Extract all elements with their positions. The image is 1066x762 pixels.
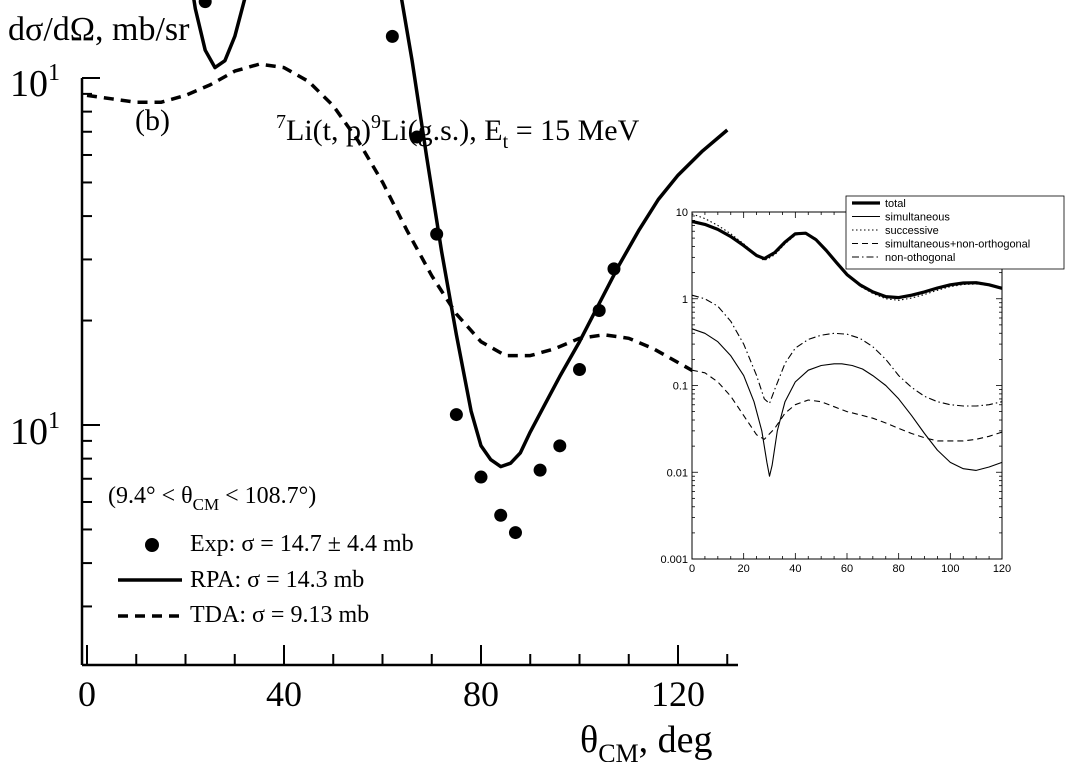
- exp-data-point: [573, 362, 586, 376]
- legend-exp-marker: [145, 538, 159, 552]
- panel-label: (b): [135, 104, 170, 137]
- inset-legend-label: successive: [885, 225, 939, 237]
- rpa-curve: [192, 0, 729, 469]
- inset-y-tick-label: 1: [682, 294, 688, 306]
- inset-x-tick-label: 20: [738, 563, 750, 575]
- exp-data-point: [533, 463, 547, 477]
- chart-title: 7Li(t, p)9Li(g.s.), Et = 15 MeV: [276, 111, 640, 153]
- y-tick-label-top: 101: [10, 60, 60, 105]
- inset-total-curve: [691, 219, 1003, 300]
- main-legend: (9.4° < θCM < 108.7°) Exp: σ = 14.7 ± 4.…: [108, 483, 414, 628]
- inset-x-tick-label: 60: [841, 563, 853, 575]
- exp-data-point: [508, 526, 522, 540]
- legend-range-text: (9.4° < θCM < 108.7°): [108, 483, 316, 514]
- inset-y-tick-labels: 0.001 0.01 0.1 1 10: [660, 207, 688, 566]
- inset-legend-box: [845, 195, 1065, 270]
- x-tick-label-120: 120: [651, 674, 705, 714]
- inset-x-tick-label: 100: [941, 563, 959, 575]
- legend-rpa-label: RPA: σ = 14.3 mb: [190, 567, 364, 593]
- inset-successive-curve: [691, 213, 1003, 301]
- exp-data-point: [385, 29, 399, 43]
- inset-simultaneous-curve: [691, 328, 1003, 477]
- exp-data-point: [430, 227, 444, 241]
- inset-legend-label: simultaneous: [885, 212, 950, 224]
- x-tick-label-40: 40: [266, 674, 302, 714]
- tda-curve: [86, 62, 729, 392]
- main-series-points: [198, 0, 621, 540]
- inset-x-tick-labels: 0 20 40 60 80 100 120: [689, 563, 1011, 575]
- inset-x-tick-label: 0: [689, 563, 695, 575]
- inset-non-othogonal-curve: [691, 294, 1003, 407]
- legend-tda-label: TDA: σ = 9.13 mb: [190, 602, 369, 628]
- exp-data-point: [553, 439, 567, 453]
- inset-y-tick-label: 0.01: [667, 467, 688, 479]
- inset-y-tick-label: 10: [676, 207, 688, 219]
- exp-data-point: [607, 262, 621, 276]
- exp-data-point: [474, 470, 488, 484]
- exp-data-point: [449, 408, 463, 422]
- inset-x-tick-label: 120: [993, 563, 1011, 575]
- legend-exp-label: Exp: σ = 14.7 ± 4.4 mb: [190, 531, 414, 557]
- y-axis-label: dσ/dΩ, mb/sr: [8, 11, 190, 48]
- exp-data-point: [494, 508, 508, 522]
- inset-background: [692, 212, 1002, 559]
- main-series-curves: [86, 0, 729, 469]
- y-axis-ticks: [82, 77, 100, 608]
- inset-chart: 0.001 0.01 0.1 1 10 0 20 40 60 80 100 120 total sim…: [660, 195, 1065, 575]
- inset-y-tick-label: 0.001: [660, 554, 688, 566]
- inset-x-tick-label: 80: [893, 563, 905, 575]
- inset-y-tick-label: 0.1: [673, 381, 688, 393]
- inset-legend-label: simultaneous+non-orthogonal: [885, 239, 1030, 251]
- inset-legend-label: total: [885, 198, 906, 210]
- inset-legend-label: non-othogonal: [885, 252, 955, 264]
- exp-data-point: [198, 0, 212, 9]
- x-tick-label-80: 80: [463, 674, 499, 714]
- main-chart: dσ/dΩ, mb/sr 101 101 0 40 80 120 θCM, de…: [8, 0, 738, 762]
- exp-data-point: [410, 130, 424, 144]
- inset-series-curves: [691, 213, 1003, 477]
- inset-simultaneous-non-orthogonal-curve: [691, 369, 1003, 442]
- exp-data-point: [592, 303, 606, 317]
- inset-x-tick-label: 40: [789, 563, 801, 575]
- x-axis-ticks: [86, 645, 729, 665]
- x-tick-label-0: 0: [78, 674, 96, 714]
- y-tick-label-mid: 101: [10, 408, 60, 453]
- x-axis-label: θCM, deg: [580, 719, 713, 762]
